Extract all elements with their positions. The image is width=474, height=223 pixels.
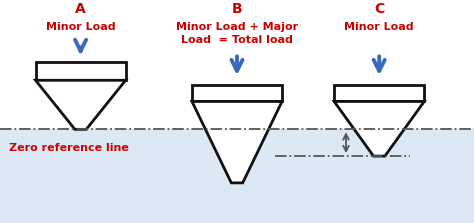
Polygon shape: [36, 80, 126, 129]
Text: Minor Load: Minor Load: [46, 22, 115, 32]
Text: Minor Load: Minor Load: [345, 22, 414, 32]
Polygon shape: [334, 85, 424, 101]
Text: B: B: [232, 2, 242, 16]
Text: A: A: [75, 2, 86, 16]
Bar: [0, 129, 474, 223]
Polygon shape: [192, 85, 282, 101]
Polygon shape: [334, 101, 424, 156]
Text: C: C: [374, 2, 384, 16]
Text: Zero reference line: Zero reference line: [9, 143, 129, 153]
Polygon shape: [192, 101, 282, 183]
Text: Minor Load + Major
Load  = Total load: Minor Load + Major Load = Total load: [176, 22, 298, 45]
Polygon shape: [36, 62, 126, 80]
